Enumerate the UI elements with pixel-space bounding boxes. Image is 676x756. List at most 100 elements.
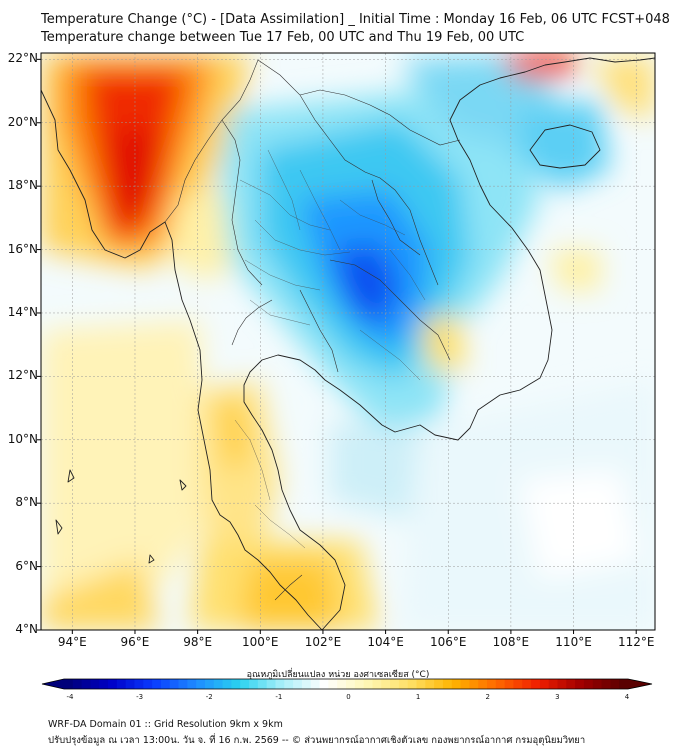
temperature-field bbox=[41, 53, 655, 630]
lat-label: 20°N bbox=[7, 114, 38, 129]
colorbar-segment bbox=[249, 679, 259, 689]
axis-ticks bbox=[37, 58, 637, 634]
colorbar-segment bbox=[284, 679, 294, 689]
colorbar-max-extension bbox=[628, 679, 652, 689]
colorbar-segment bbox=[301, 679, 312, 689]
colorbar-segment bbox=[442, 679, 453, 689]
colorbar-segment bbox=[531, 679, 541, 689]
colorbar-segment bbox=[152, 679, 162, 689]
colorbar-frame bbox=[41, 678, 653, 690]
colorbar-segment bbox=[407, 679, 417, 689]
colorbar-segment bbox=[425, 679, 435, 689]
colorbar-segment bbox=[390, 679, 400, 689]
colorbar-segment bbox=[99, 679, 109, 689]
lon-label: 106°E bbox=[429, 635, 467, 649]
colorbar-segment bbox=[539, 679, 550, 689]
colorbar-segment bbox=[354, 679, 365, 689]
colorbar-tick-label: -3 bbox=[136, 693, 144, 701]
province-borders bbox=[234, 149, 426, 549]
colorbar-tick-label: -2 bbox=[205, 693, 213, 701]
colorbar-label: อุณหภูมิเปลี่ยนแปลง หน่วย องศาเซลเซียส (… bbox=[246, 670, 430, 680]
colorbar-segment bbox=[548, 679, 558, 689]
lon-label: 98°E bbox=[183, 635, 213, 649]
colorbar-segment bbox=[64, 679, 74, 689]
lon-label: 100°E bbox=[242, 635, 279, 649]
lon-label: 112°E bbox=[617, 635, 655, 649]
lat-label: 6°N bbox=[15, 558, 38, 573]
colorbar-min-extension bbox=[42, 679, 64, 689]
lat-label: 16°N bbox=[7, 241, 38, 256]
colorbar-segment bbox=[434, 679, 444, 689]
colorbar-segment bbox=[601, 679, 611, 689]
colorbar-segment bbox=[72, 679, 83, 689]
lon-label: 94°E bbox=[57, 635, 87, 649]
colorbar-segment bbox=[196, 679, 206, 689]
colorbar-segment bbox=[125, 679, 135, 689]
colorbar-segment bbox=[213, 679, 224, 689]
colorbar-tick-label: 2 bbox=[485, 693, 490, 701]
colorbar-segment bbox=[108, 679, 118, 689]
credit-line: ปรับปรุงข้อมูล ณ เวลา 13:00น. วัน จ. ที่… bbox=[48, 735, 586, 746]
colorbar-segment bbox=[610, 679, 620, 689]
colorbar-segment bbox=[90, 679, 100, 689]
colorbar-segment bbox=[178, 679, 188, 689]
lat-label: 14°N bbox=[7, 304, 38, 319]
colorbar-segment bbox=[566, 679, 576, 689]
colorbar-segment bbox=[187, 679, 197, 689]
colorbar-segment bbox=[205, 679, 215, 689]
lon-label: 96°E bbox=[120, 635, 150, 649]
colorbar-segment bbox=[222, 679, 232, 689]
colorbar-segment bbox=[275, 679, 285, 689]
colorbar-segment bbox=[495, 679, 506, 689]
lat-label: 10°N bbox=[7, 431, 38, 446]
country-borders bbox=[164, 59, 461, 601]
colorbar-segment bbox=[337, 679, 347, 689]
colorbar-segment bbox=[266, 679, 276, 689]
colorbar-tick-label: 1 bbox=[415, 693, 421, 701]
colorbar-segment bbox=[134, 679, 144, 689]
colorbar-segment bbox=[557, 679, 567, 689]
lon-label: 110°E bbox=[555, 635, 592, 649]
colorbar-tick-label: 4 bbox=[624, 693, 630, 701]
coastlines bbox=[41, 57, 655, 630]
lat-label: 12°N bbox=[7, 368, 38, 383]
colorbar-segment bbox=[363, 679, 373, 689]
map-title: Temperature Change (°C) - [Data Assimila… bbox=[41, 12, 670, 27]
colorbar-segment bbox=[372, 679, 382, 689]
colorbar-segment bbox=[451, 679, 462, 689]
lat-label: 22°N bbox=[7, 51, 38, 66]
colorbar-segment bbox=[592, 679, 603, 689]
colorbar-segment bbox=[416, 679, 426, 689]
lat-label: 8°N bbox=[15, 495, 38, 510]
colorbar-segment bbox=[381, 679, 391, 689]
colorbar-segment bbox=[293, 679, 303, 689]
lat-lon-grid bbox=[41, 53, 655, 630]
colorbar-segment bbox=[583, 679, 594, 689]
lat-label: 18°N bbox=[7, 178, 38, 193]
colorbar-segment bbox=[522, 679, 532, 689]
colorbar-segment bbox=[81, 679, 91, 689]
colorbar-segment bbox=[469, 679, 479, 689]
colorbar-segment bbox=[478, 679, 488, 689]
colorbar-segment bbox=[398, 679, 409, 689]
colorbar-segment bbox=[116, 679, 127, 689]
colorbar-tick-label: -1 bbox=[275, 693, 283, 701]
colorbar-segment bbox=[487, 679, 497, 689]
lon-label: 102°E bbox=[304, 635, 342, 649]
colorbar-segment bbox=[328, 679, 338, 689]
colorbar-segment bbox=[310, 679, 321, 689]
colorbar-tick-label: 3 bbox=[555, 693, 560, 701]
colorbar bbox=[41, 678, 653, 690]
colorbar-tick-label: -4 bbox=[66, 693, 74, 701]
lon-label: 108°E bbox=[492, 635, 530, 649]
colorbar-segment bbox=[240, 679, 250, 689]
colorbar-segment bbox=[460, 679, 470, 689]
colorbar-segment bbox=[575, 679, 585, 689]
colorbar-segment bbox=[160, 679, 171, 689]
colorbar-segment bbox=[231, 679, 241, 689]
map-subtitle: Temperature change between Tue 17 Feb, 0… bbox=[41, 30, 525, 45]
lat-label: 4°N bbox=[15, 622, 38, 636]
model-info: WRF-DA Domain 01 :: Grid Resolution 9km … bbox=[48, 719, 283, 730]
lon-label: 104°E bbox=[367, 635, 404, 649]
